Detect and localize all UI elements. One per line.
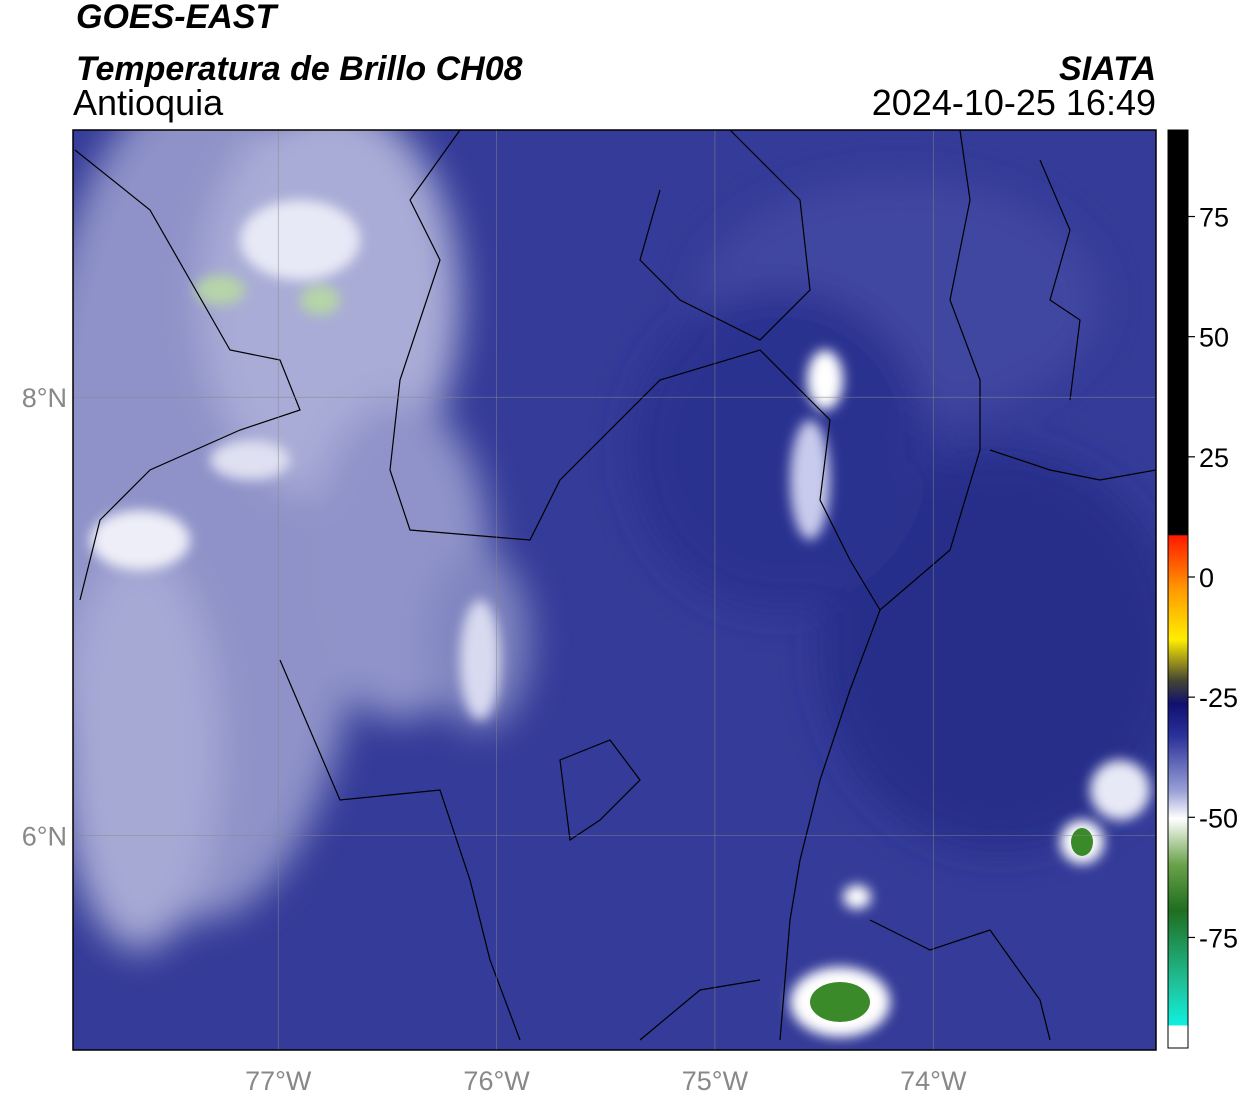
map-image <box>73 130 1156 1050</box>
subtitle: Temperatura de Brillo CH08 <box>76 50 523 88</box>
colorbar-tick-label: -25 <box>1199 683 1238 713</box>
lat-tick-label: 6°N <box>22 821 67 851</box>
colorbar-tick-label: -50 <box>1199 803 1238 833</box>
graticule <box>73 130 1156 1050</box>
title: GOES-EAST <box>76 0 279 36</box>
colorbar-tick-label: 0 <box>1199 563 1214 593</box>
lat-tick-label: 8°N <box>22 383 67 413</box>
region: Antioquia <box>73 82 224 123</box>
colorbar-tick-label: 50 <box>1199 323 1229 353</box>
lon-tick-label: 77°W <box>245 1066 312 1096</box>
map-frame <box>72 129 1157 1051</box>
colorbar-tick-label: 25 <box>1199 443 1229 473</box>
datetime: 2024-10-25 16:49 <box>872 82 1156 123</box>
colorbar-tick-label: -75 <box>1199 923 1238 953</box>
lon-tick-label: 74°W <box>900 1066 967 1096</box>
source: SIATA <box>1059 50 1156 88</box>
colorbar-tick-label: 75 <box>1199 203 1229 233</box>
lon-tick-label: 76°W <box>463 1066 530 1096</box>
lon-tick-label: 75°W <box>682 1066 749 1096</box>
colorbar <box>1167 129 1189 1049</box>
